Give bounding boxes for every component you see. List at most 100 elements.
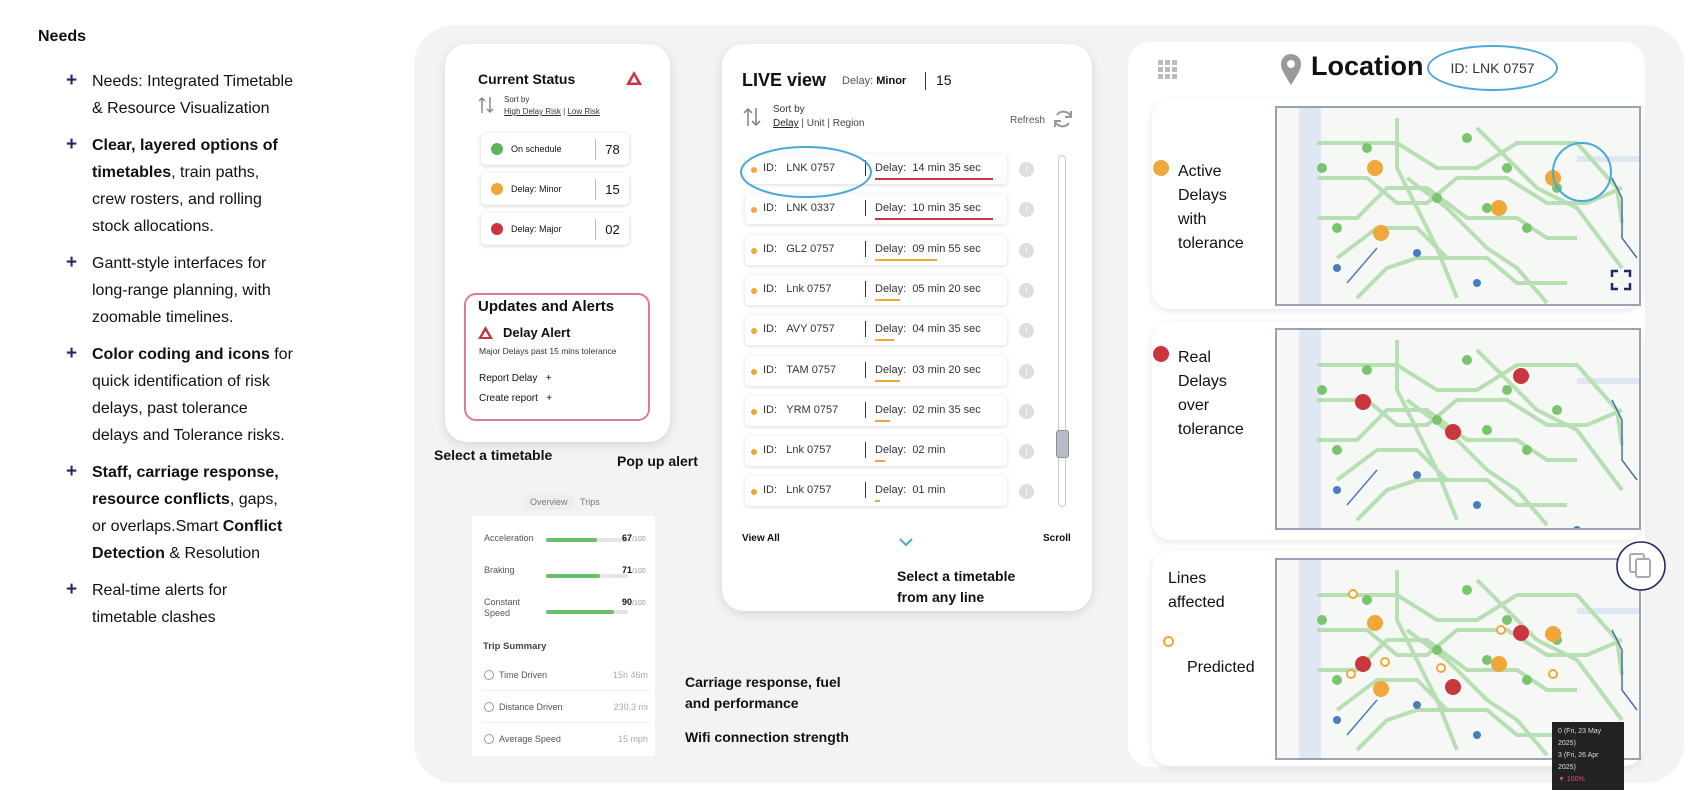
copy-icon[interactable]: [1615, 540, 1667, 592]
status-row[interactable]: Delay: Minor 15: [481, 173, 629, 205]
rail-line: [1355, 708, 1457, 752]
location-id-badge[interactable]: ID: LNK 0757: [1427, 45, 1558, 91]
predicted-delay-marker: [1436, 663, 1446, 673]
info-icon[interactable]: i: [1019, 202, 1034, 218]
train-delay: Delay: 04 min 35 sec: [875, 323, 981, 336]
info-icon[interactable]: i: [1019, 363, 1034, 379]
expand-icon[interactable]: [1610, 269, 1632, 291]
status-count: 78: [595, 138, 629, 160]
view-all-link[interactable]: View All: [742, 533, 780, 544]
report-delay-button[interactable]: Report Delay +: [479, 373, 552, 384]
location-pin-icon: [1281, 54, 1301, 85]
summary-label: Distance Driven: [499, 702, 563, 712]
legend-active-dot: [1153, 160, 1169, 176]
info-icon[interactable]: i: [1019, 282, 1034, 298]
create-report-button[interactable]: Create report +: [479, 393, 553, 404]
station-icon: [1462, 355, 1472, 365]
summary-value: 15 mph: [617, 734, 648, 744]
sort-icon[interactable]: [478, 95, 494, 115]
sort-label: Sort by: [504, 95, 530, 104]
train-row[interactable]: ID: YRM 0757 Delay: 02 min 35 sec: [745, 395, 1007, 426]
sort-unit[interactable]: Unit: [806, 118, 825, 129]
train-row[interactable]: ID: LNK 0757 Delay: 14 min 35 sec: [745, 154, 1007, 184]
info-icon[interactable]: i: [1019, 242, 1034, 258]
refresh-label[interactable]: Refresh: [1010, 115, 1046, 126]
needs-list: + Needs: Integrated Timetable & Resource …: [66, 68, 296, 641]
sort-low-risk[interactable]: Low Risk: [567, 107, 600, 116]
delay-underline: [875, 258, 937, 261]
river: [1299, 108, 1321, 304]
station-icon: [1473, 731, 1481, 739]
info-icon[interactable]: i: [1019, 323, 1034, 339]
metric-bar: [546, 610, 628, 614]
train-row[interactable]: ID: Lnk 0757 Delay: 01 min: [745, 476, 1007, 507]
scrollbar-track[interactable]: [1058, 155, 1066, 507]
delay-marker: [1513, 368, 1529, 384]
legend-lines-affected: Lines affected: [1168, 567, 1225, 615]
rail-line: [1475, 348, 1624, 492]
train-row[interactable]: ID: AVY 0757 Delay: 04 min 35 sec: [745, 315, 1007, 346]
selected-station-highlight: [1552, 142, 1612, 202]
tab-overview[interactable]: Overview: [524, 494, 574, 510]
sort-icon[interactable]: [743, 106, 761, 128]
info-icon[interactable]: i: [1019, 444, 1034, 460]
predicted-delay-marker: [1348, 589, 1358, 599]
grid-menu-icon[interactable]: [1158, 60, 1178, 80]
delay-underline: [875, 460, 885, 463]
train-row[interactable]: ID: Lnk 0757 Delay: 02 min: [745, 436, 1007, 467]
need-text: for quick identification of risk delays,…: [92, 346, 293, 444]
train-id: ID: AVY 0757: [763, 323, 835, 336]
train-row[interactable]: ID: Lnk 0757 Delay: 05 min 20 sec: [745, 274, 1007, 305]
station-icon: [1413, 701, 1421, 709]
legend-line: Delays: [1178, 373, 1227, 390]
rail-line: [1355, 478, 1457, 522]
info-icon[interactable]: i: [1019, 484, 1034, 500]
caption-carriage: Carriage response, fuel and performance: [685, 674, 841, 711]
train-row[interactable]: ID: TAM 0757 Delay: 03 min 20 sec: [745, 355, 1007, 386]
alert-name: Delay Alert: [503, 325, 571, 340]
metric-bar-fill: [546, 538, 597, 542]
refresh-icon[interactable]: [1051, 106, 1075, 132]
plus-icon: +: [66, 134, 78, 155]
live-delay-filter[interactable]: Delay: Minor: [842, 75, 907, 87]
network-map-real[interactable]: [1275, 328, 1641, 530]
info-icon[interactable]: i: [1019, 162, 1034, 177]
status-row[interactable]: On schedule 78: [481, 133, 629, 165]
river: [1299, 330, 1321, 528]
tab-trips[interactable]: Trips: [580, 497, 600, 507]
metrics-panel: [472, 516, 655, 756]
station-icon: [1573, 526, 1581, 528]
train-row[interactable]: ID: GL2 0757 Delay: 09 min 55 sec: [745, 234, 1007, 265]
sort-delay[interactable]: Delay: [773, 118, 799, 129]
scrollbar-thumb[interactable]: [1056, 430, 1069, 458]
delay-dot: [751, 287, 757, 294]
delay-underline: [875, 379, 900, 382]
rail-line-blue: [1346, 469, 1378, 506]
need-text: Conflict Detection: [92, 518, 283, 562]
train-id: ID: YRM 0757: [763, 403, 839, 416]
station-icon: [1333, 486, 1341, 494]
status-row[interactable]: Delay: Major 02: [481, 213, 629, 245]
sort-options: High Delay Risk | Low Risk: [504, 107, 600, 116]
station-icon: [1482, 425, 1492, 435]
sort-region[interactable]: Region: [832, 118, 865, 129]
delay-dot: [751, 167, 757, 173]
info-icon[interactable]: i: [1019, 403, 1034, 419]
station-icon: [1332, 675, 1342, 685]
divider: [865, 482, 866, 499]
divider: [865, 401, 866, 418]
rail-line: [1317, 186, 1577, 240]
legend-predicted: Predicted: [1187, 659, 1255, 676]
delay-marker: [1355, 394, 1371, 410]
station-icon: [1473, 279, 1481, 287]
river: [1577, 608, 1639, 614]
delay-marker: [1373, 225, 1389, 241]
train-delay: Delay: 05 min 20 sec: [875, 282, 981, 295]
train-id: ID: GL2 0757: [763, 242, 835, 255]
chevron-down-icon[interactable]: [898, 536, 914, 548]
plus-icon: +: [66, 461, 78, 482]
station-icon: [1362, 595, 1372, 605]
sort-high-risk[interactable]: High Delay Risk: [504, 107, 561, 116]
network-map-active[interactable]: [1275, 106, 1641, 306]
train-row[interactable]: ID: LNK 0337 Delay: 10 min 35 sec: [745, 194, 1007, 225]
